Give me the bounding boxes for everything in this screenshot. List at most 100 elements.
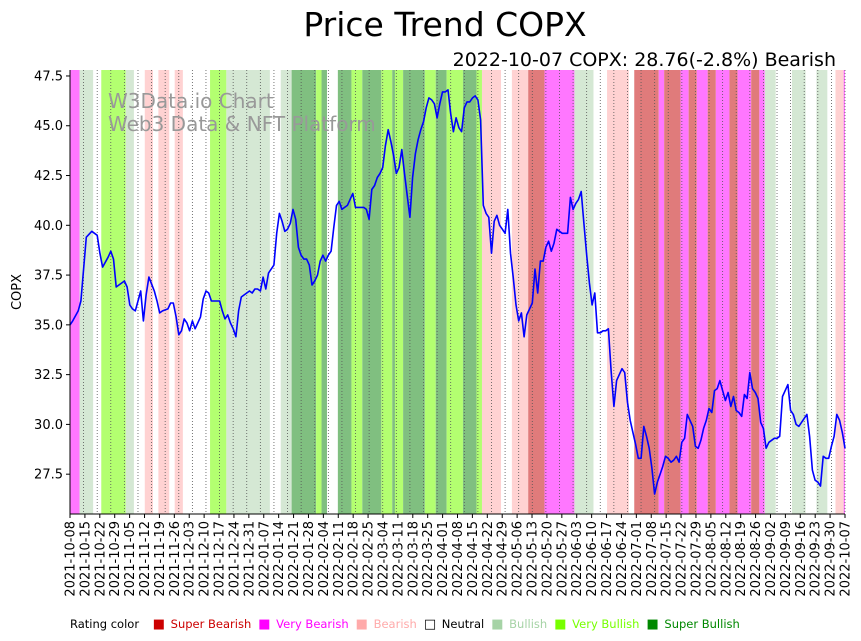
- x-tick-label: 2021-11-12: [138, 521, 153, 597]
- price-series-line: [69, 89, 846, 495]
- x-tick-label: 2022-04-29: [496, 521, 511, 597]
- rating-band: [816, 70, 828, 514]
- legend-item: ■ Very Bearish: [258, 617, 350, 632]
- rating-band: [424, 70, 436, 514]
- legend-swatch-icon: ■: [355, 617, 368, 632]
- x-tick-label: 2022-05-06: [511, 521, 526, 597]
- x-tick-label: 2022-02-11: [332, 521, 347, 597]
- y-tick-label: 27.5: [34, 468, 63, 483]
- rating-band: [835, 70, 844, 514]
- rating-band: [680, 70, 689, 514]
- legend-item: ■ Bullish: [491, 617, 549, 632]
- x-tick-label: 2022-03-04: [376, 521, 391, 597]
- x-tick-label: 2021-10-08: [64, 521, 79, 597]
- legend-item: □ Neutral: [423, 617, 486, 632]
- x-tick-label: 2022-09-16: [794, 521, 809, 597]
- legend-label: Super Bearish: [167, 617, 252, 631]
- rating-band: [511, 70, 529, 514]
- x-tick-label: 2022-03-18: [406, 521, 421, 597]
- y-tick-label: 42.5: [34, 169, 63, 184]
- y-tick-label: 32.5: [34, 368, 63, 383]
- y-axis-ticks: 27.5 30.0 32.5 35.0 37.5 40.0 42.5 45.0 47.5: [34, 69, 70, 483]
- rating-band: [125, 70, 134, 514]
- x-tick-label: 2022-01-07: [257, 521, 272, 597]
- rating-band: [688, 70, 697, 514]
- x-tick-label: 2021-12-31: [242, 521, 257, 597]
- x-tick-label: 2022-02-04: [317, 521, 332, 597]
- rating-band: [707, 70, 716, 514]
- x-tick-label: 2022-01-14: [272, 521, 287, 597]
- legend-items: ■ Super Bearish ■ Very Bearish ■ Bearish □ …: [152, 617, 747, 632]
- x-tick-label: 2022-10-07: [839, 521, 854, 597]
- rating-band: [634, 70, 659, 514]
- x-tick-label: 2021-10-15: [78, 521, 93, 597]
- rating-band: [144, 70, 153, 514]
- legend-label: Super Bullish: [660, 617, 740, 631]
- x-tick-label: 2021-11-26: [168, 521, 183, 597]
- legend-item: ■ Bearish: [355, 617, 419, 632]
- rating-band: [791, 70, 806, 514]
- x-tick-label: 2022-04-01: [436, 521, 451, 597]
- legend-label: Bearish: [369, 617, 417, 631]
- rating-band: [607, 70, 629, 514]
- x-tick-label: 2022-07-22: [675, 521, 690, 597]
- rating-band: [79, 70, 94, 514]
- x-tick-label: 2022-06-24: [615, 521, 630, 597]
- rating-band: [101, 70, 126, 514]
- rating-band: [394, 70, 404, 514]
- rating-band: [462, 70, 477, 514]
- rating-band: [435, 70, 447, 514]
- y-tick-label: 30.0: [34, 418, 63, 433]
- x-tick-label: 2022-08-05: [704, 521, 719, 597]
- x-tick-label: 2022-03-11: [391, 521, 406, 597]
- legend-item: ■ Super Bearish: [152, 617, 254, 632]
- rating-band: [729, 70, 738, 514]
- x-tick-label: 2021-12-03: [183, 521, 198, 597]
- rating-band: [280, 70, 292, 514]
- rating-band: [381, 70, 393, 514]
- y-tick-label: 45.0: [34, 119, 63, 134]
- x-tick-label: 2022-07-01: [630, 521, 645, 597]
- legend-swatch-icon: ■: [554, 617, 567, 632]
- chart-subtitle: 2022-10-07 COPX: 28.76(-2.8%) Bearish: [453, 49, 836, 71]
- legend-label: Bullish: [505, 617, 548, 631]
- legend-label: Very Bullish: [568, 617, 640, 631]
- x-tick-label: 2022-05-13: [526, 521, 541, 597]
- rating-band: [291, 70, 317, 514]
- legend-swatch-icon: ■: [152, 617, 166, 632]
- x-tick-label: 2021-12-24: [227, 521, 242, 597]
- x-tick-label: 2022-01-21: [287, 521, 302, 597]
- watermark-line1: W3Data.io Chart: [108, 89, 274, 113]
- x-tick-label: 2022-07-08: [645, 521, 660, 597]
- x-tick-label: 2022-05-20: [540, 521, 555, 597]
- x-tick-label: 2022-02-25: [362, 521, 377, 597]
- x-tick-label: 2022-02-18: [347, 521, 362, 597]
- legend-swatch-icon: □: [423, 617, 437, 632]
- rating-band: [751, 70, 760, 514]
- rating-band: [843, 70, 845, 514]
- rating-band: [528, 70, 545, 514]
- watermark-line2: Web3 Data & NFT Platform: [108, 112, 376, 136]
- rating-band: [759, 70, 765, 514]
- x-tick-label: 2022-07-29: [689, 521, 704, 597]
- rating-band: [696, 70, 708, 514]
- rating-band: [351, 70, 363, 514]
- rating-band: [737, 70, 752, 514]
- x-tick-label: 2021-10-22: [93, 521, 108, 597]
- x-tick-label: 2022-04-08: [451, 521, 466, 597]
- rating-band: [664, 70, 681, 514]
- x-tick-label: 2022-09-23: [809, 521, 824, 597]
- rating-band: [403, 70, 425, 514]
- x-tick-label: 2022-09-09: [779, 521, 794, 597]
- x-tick-label: 2022-03-25: [421, 521, 436, 597]
- x-tick-label: 2021-12-17: [213, 521, 228, 597]
- price-line-layer: [69, 89, 846, 495]
- x-tick-label: 2022-05-27: [555, 521, 570, 597]
- legend-item: ■ Very Bullish: [554, 617, 641, 632]
- y-tick-label: 37.5: [34, 269, 63, 284]
- rating-band: [210, 70, 227, 514]
- x-tick-label: 2021-12-10: [198, 521, 213, 597]
- legend-title: Rating color: [70, 617, 140, 631]
- rating-band: [574, 70, 594, 514]
